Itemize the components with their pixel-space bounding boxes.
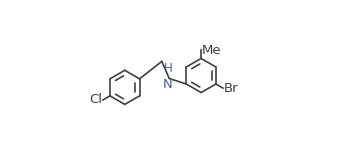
Text: Br: Br [223, 82, 238, 95]
Text: H: H [163, 62, 172, 75]
Text: N: N [163, 78, 173, 91]
Text: Cl: Cl [90, 93, 102, 106]
Text: Me: Me [202, 44, 221, 57]
